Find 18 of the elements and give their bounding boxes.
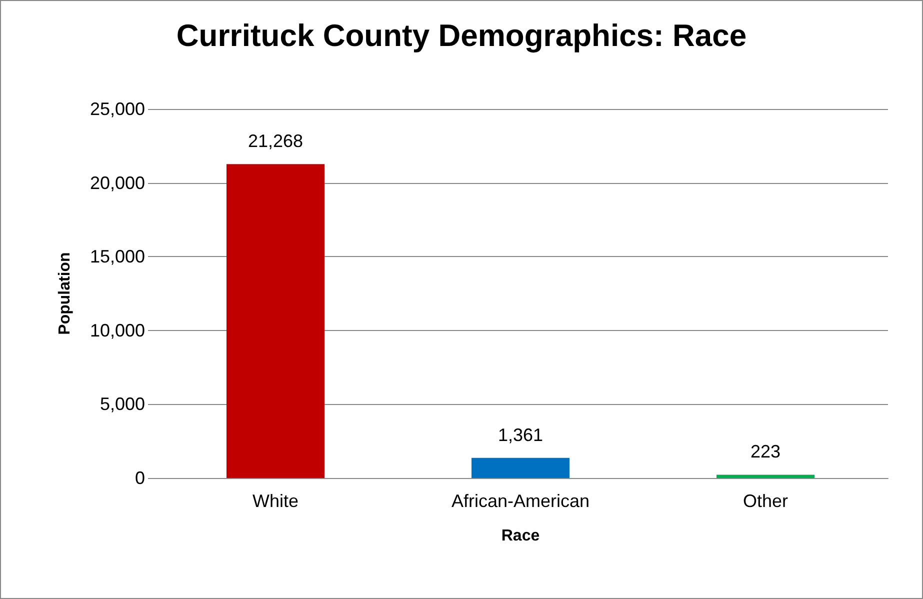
- y-tick-label: 25,000: [90, 99, 145, 119]
- data-label: 223: [750, 442, 781, 462]
- x-tick-label: White: [252, 491, 299, 511]
- data-label: 21,268: [248, 131, 304, 152]
- y-tick-label: 5,000: [100, 394, 145, 414]
- x-tick-label: African-American: [451, 491, 590, 511]
- y-tick-label: 20,000: [90, 172, 145, 193]
- x-tick-label: Other: [742, 491, 788, 511]
- chart-title: Currituck County Demographics: Race: [176, 18, 747, 53]
- y-tick-label: 10,000: [90, 320, 145, 340]
- bar: [226, 164, 324, 478]
- data-label: 1,361: [498, 424, 544, 445]
- bar: [716, 474, 814, 478]
- y-axis-title: Population: [56, 252, 74, 335]
- x-axis-title: Race: [501, 528, 540, 544]
- y-tick-label: 0: [134, 468, 145, 488]
- bar: [472, 458, 570, 478]
- y-tick-label: 15,000: [90, 246, 145, 267]
